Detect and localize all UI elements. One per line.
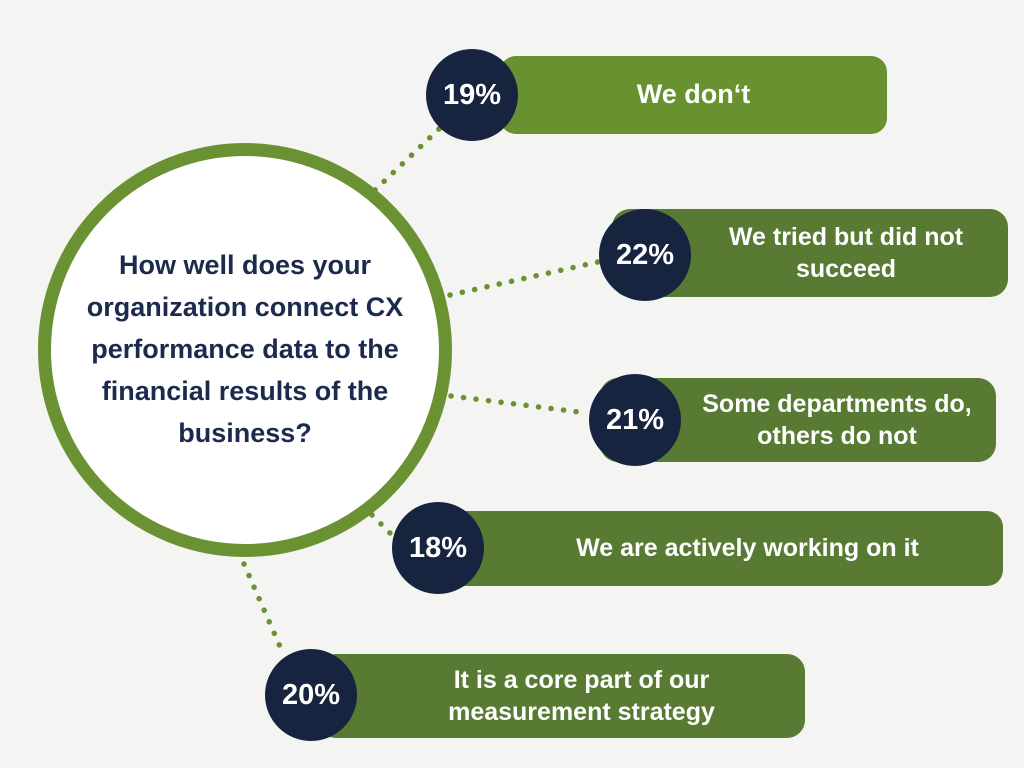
percentage-value-2: 22% xyxy=(615,238,675,271)
percentage-value-1: 19% xyxy=(442,78,502,111)
percentage-value-4: 18% xyxy=(408,531,468,564)
question-text: How well does your organization connect … xyxy=(86,250,404,448)
answer-bar-4: We are actively working on it xyxy=(448,511,1003,586)
connector-line-3 xyxy=(448,393,590,416)
answer-bar-5: It is a core part of our measurement str… xyxy=(318,654,805,738)
connector-line-1 xyxy=(372,125,443,193)
percentage-badge-5: 20% xyxy=(265,649,357,741)
connector-line-5 xyxy=(241,561,285,654)
answer-label-2: We tried but did not succeed xyxy=(728,222,964,284)
answer-label-3: Some departments do, others do not xyxy=(702,389,972,451)
answer-label-4: We are actively working on it xyxy=(576,534,919,563)
question-circle: How well does your organization connect … xyxy=(38,143,452,557)
percentage-badge-3: 21% xyxy=(589,374,681,466)
answer-label-1: We don‘t xyxy=(636,79,751,110)
answer-label-5: It is a core part of our measurement str… xyxy=(448,665,715,727)
connector-line-2 xyxy=(447,259,601,298)
percentage-value-5: 20% xyxy=(281,678,341,711)
percentage-badge-4: 18% xyxy=(392,502,484,594)
percentage-badge-2: 22% xyxy=(599,209,691,301)
answer-bar-1: We don‘t xyxy=(500,56,887,134)
percentage-value-3: 21% xyxy=(605,403,665,436)
percentage-badge-1: 19% xyxy=(426,49,518,141)
